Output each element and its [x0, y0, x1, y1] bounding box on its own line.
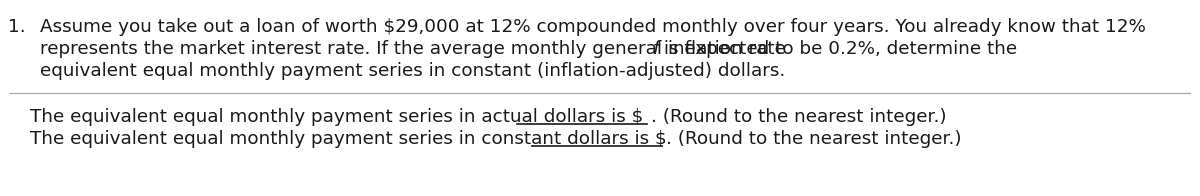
Text: 1.: 1.: [8, 18, 25, 36]
Text: equivalent equal monthly payment series in constant (inflation-adjusted) dollars: equivalent equal monthly payment series …: [40, 62, 785, 80]
Text: is expected to be 0.2%, determine the: is expected to be 0.2%, determine the: [658, 40, 1018, 58]
Text: The equivalent equal monthly payment series in constant dollars is $: The equivalent equal monthly payment ser…: [30, 130, 667, 148]
Text: . (Round to the nearest integer.): . (Round to the nearest integer.): [666, 130, 961, 148]
Text: f: f: [653, 40, 659, 58]
Text: The equivalent equal monthly payment series in actual dollars is $: The equivalent equal monthly payment ser…: [30, 108, 643, 126]
Text: . (Round to the nearest integer.): . (Round to the nearest integer.): [652, 108, 947, 126]
Text: Assume you take out a loan of worth $29,000 at 12% compounded monthly over four : Assume you take out a loan of worth $29,…: [40, 18, 1146, 36]
Text: represents the market interest rate. If the average monthly general inflation ra: represents the market interest rate. If …: [40, 40, 792, 58]
